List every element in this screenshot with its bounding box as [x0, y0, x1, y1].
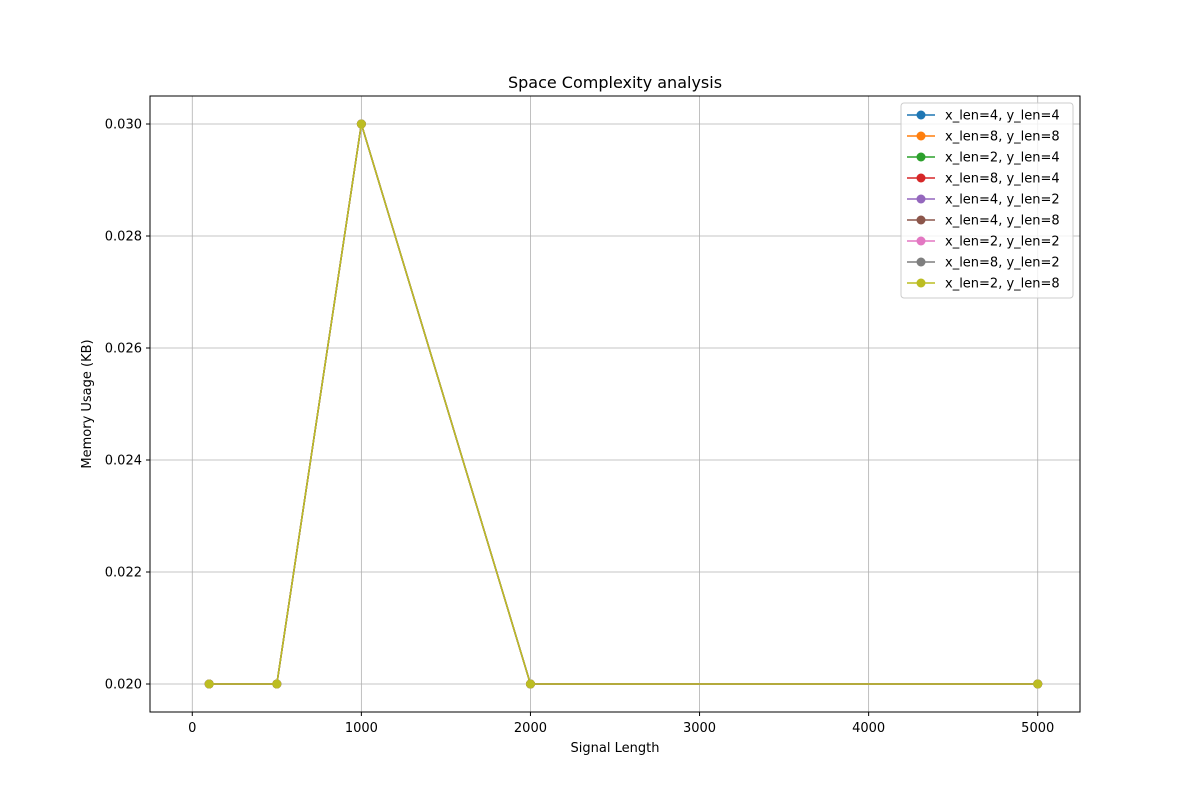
- legend-label: x_len=2, y_len=4: [945, 151, 1060, 166]
- legend-marker: [916, 236, 926, 246]
- y-tick-label: 0.024: [105, 454, 142, 469]
- data-point: [525, 679, 535, 689]
- legend-marker: [916, 194, 926, 204]
- legend-item: x_len=2, y_len=8: [907, 277, 1060, 292]
- legend-item: x_len=2, y_len=2: [907, 235, 1060, 250]
- y-tick-label: 0.026: [105, 342, 142, 357]
- data-point: [204, 679, 214, 689]
- legend-item: x_len=8, y_len=2: [907, 256, 1060, 271]
- legend-marker: [916, 110, 926, 120]
- x-tick-label: 0: [188, 721, 196, 736]
- data-point: [272, 679, 282, 689]
- legend-marker: [916, 173, 926, 183]
- legend-label: x_len=4, y_len=4: [945, 109, 1060, 124]
- y-tick-label: 0.028: [105, 230, 142, 245]
- x-tick-label: 5000: [1021, 721, 1054, 736]
- data-point: [356, 119, 366, 129]
- legend-label: x_len=2, y_len=2: [945, 235, 1060, 250]
- legend-item: x_len=4, y_len=2: [907, 193, 1060, 208]
- legend-label: x_len=8, y_len=8: [945, 130, 1060, 145]
- legend-item: x_len=8, y_len=4: [907, 172, 1060, 187]
- legend-marker: [916, 215, 926, 225]
- series-8: [204, 119, 1043, 689]
- x-tick-label: 4000: [852, 721, 885, 736]
- legend-label: x_len=8, y_len=2: [945, 256, 1060, 271]
- plot-frame: [149, 95, 1081, 713]
- legend-marker: [916, 278, 926, 288]
- x-tick-label: 3000: [683, 721, 716, 736]
- y-axis-label: Memory Usage (KB): [80, 339, 95, 468]
- data-point: [1033, 679, 1043, 689]
- legend-box: [900, 102, 1074, 299]
- axis-ticks: 0 1000 2000 3000 4000 5000 0.020 0.022 0.024 0.02…: [105, 118, 1054, 737]
- chart-title: Space Complexity analysis: [508, 73, 722, 92]
- legend-item: x_len=4, y_len=8: [907, 214, 1060, 229]
- legend-item: x_len=4, y_len=4: [907, 109, 1060, 124]
- y-tick-label: 0.030: [105, 118, 142, 133]
- legend-label: x_len=2, y_len=8: [945, 277, 1060, 292]
- legend-item: x_len=8, y_len=8: [907, 130, 1060, 145]
- x-tick-label: 1000: [345, 721, 378, 736]
- plot-series: [204, 119, 1043, 689]
- y-tick-label: 0.020: [105, 678, 142, 693]
- y-tick-label: 0.022: [105, 566, 142, 581]
- legend-item: x_len=2, y_len=4: [907, 151, 1060, 166]
- x-tick-label: 2000: [514, 721, 547, 736]
- legend-label: x_len=4, y_len=2: [945, 193, 1060, 208]
- legend-marker: [916, 257, 926, 267]
- x-axis-label: Signal Length: [571, 741, 660, 756]
- legend-marker: [916, 152, 926, 162]
- legend-label: x_len=8, y_len=4: [945, 172, 1060, 187]
- legend-marker: [916, 131, 926, 141]
- legend-label: x_len=4, y_len=8: [945, 214, 1060, 229]
- legend: x_len=4, y_len=4 x_len=8, y_len=8 x_len=2,…: [900, 102, 1074, 299]
